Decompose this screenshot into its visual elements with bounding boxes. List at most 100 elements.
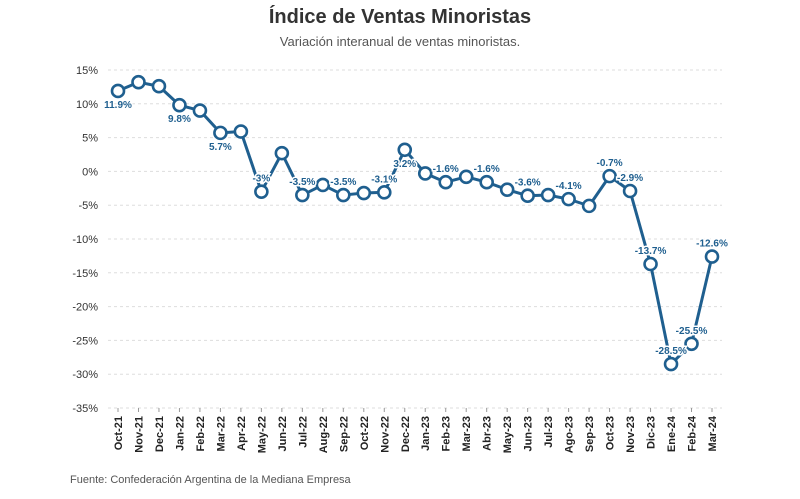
y-tick-label: -25% [72,335,98,347]
y-tick-label: 0% [82,166,98,178]
series-line-path [117,80,714,366]
data-label: -3.5% [289,177,315,188]
data-point [172,97,187,113]
data-point [192,103,208,118]
x-tick-label: Apr-22 [236,416,248,451]
x-tick-label: Jul-22 [297,416,309,448]
x-tick-label: Oct-21 [113,416,125,450]
data-point [684,336,699,352]
y-tick-label: 10% [76,99,98,111]
data-label: -12.6% [696,239,728,250]
data-label: -1.6% [433,164,459,175]
source-note: Fuente: Confederación Argentina de la Me… [70,474,351,486]
data-point [151,78,167,94]
data-point [110,83,126,99]
x-tick-label: Feb-22 [195,416,207,451]
x-tick-label: Oct-23 [605,416,617,450]
y-tick-label: -5% [78,200,98,212]
data-point [622,183,638,199]
data-point [131,74,146,90]
y-tick-label: 5% [82,133,98,145]
x-tick-label: Ene-24 [666,415,678,452]
x-tick-label: Jun-22 [277,416,289,451]
y-tick-label: -35% [72,403,98,415]
x-tick-label: Sep-23 [584,416,596,452]
x-tick-label: Feb-23 [441,416,453,451]
data-point [254,184,269,199]
y-tick-label: -20% [72,302,98,314]
data-point [213,125,228,141]
data-point [397,142,413,158]
data-point [295,187,310,203]
data-point [458,169,474,185]
data-point [499,182,515,197]
x-tick-label: Feb-24 [687,415,699,451]
y-axis: 15% 10% 5% 0% -5% -10% -15% -20% -25% -30% -35% [72,65,98,415]
data-point [540,187,556,203]
x-tick-label: Oct-22 [359,416,371,450]
data-label: -25.5% [676,326,708,337]
data-label: -3.1% [371,174,397,185]
data-label: -1.6% [474,164,500,175]
data-point [376,185,392,200]
data-label: -3.5% [330,177,356,188]
series-markers [110,74,720,372]
data-point [336,187,351,203]
data-labels: 11.9% 9.8% 5.7% -3% -3.5% -3.5% -3.1% 3.2% -1.6%… [103,98,730,358]
x-tick-label: Mar-23 [461,416,473,451]
x-tick-label: Dic-23 [646,416,658,449]
x-tick-label: Dec-21 [154,416,166,452]
x-tick-label: Ago-23 [564,416,576,453]
x-tick-label: Jan-22 [174,416,186,451]
data-label: -3.6% [515,178,541,189]
x-tick-label: Mar-22 [215,416,227,451]
x-tick-label: Jun-23 [523,416,535,451]
data-point [520,188,535,204]
data-label: -0.7% [597,158,623,169]
data-point [315,177,331,193]
data-point [602,168,617,184]
chart-subtitle: Variación interanual de ventas minorista… [279,34,521,49]
y-tick-label: -10% [72,234,98,246]
x-tick-label: Jul-23 [543,416,555,448]
x-tick-label: Aug-22 [318,416,330,453]
x-tick-label: Dec-22 [400,416,412,452]
data-point [438,174,454,190]
y-tick-label: 15% [76,65,98,77]
data-label: -28.5% [655,346,687,357]
data-label: 3.2% [393,159,416,170]
data-point [479,174,494,190]
data-point [581,198,597,214]
data-label: -13.7% [635,246,667,257]
x-tick-label: May-23 [502,416,514,453]
data-label: 9.8% [168,114,191,125]
data-label: -3% [252,174,270,185]
data-label: 11.9% [104,100,132,111]
grid-lines [108,69,722,409]
data-label: -4.1% [556,181,582,192]
data-point [417,166,433,181]
x-tick-label: Sep-22 [338,416,350,452]
y-tick-label: -30% [72,369,98,381]
y-tick-label: -15% [72,268,98,280]
data-point [561,191,576,207]
data-point [643,256,658,272]
series-line [117,80,714,366]
data-point [274,145,290,161]
data-label: 5.7% [209,142,232,153]
x-tick-label: Mar-24 [707,415,719,451]
x-tick-label: Nov-22 [379,416,391,453]
x-tick-label: May-22 [256,416,268,453]
chart-title: Índice de Ventas Minoristas [268,6,532,28]
data-point [704,249,720,264]
x-axis: Oct-21 Nov-21 Dec-21 Jan-22 Feb-22 Mar-22 Apr-… [113,408,719,453]
x-tick-label: Jan-23 [420,416,432,451]
x-tick-label: Nov-23 [625,416,637,453]
data-point [356,185,372,201]
x-tick-label: Nov-21 [133,416,145,453]
x-tick-label: Abr-23 [482,416,494,451]
data-label: -2.9% [617,173,643,184]
data-point [663,356,679,372]
data-point [233,124,249,139]
